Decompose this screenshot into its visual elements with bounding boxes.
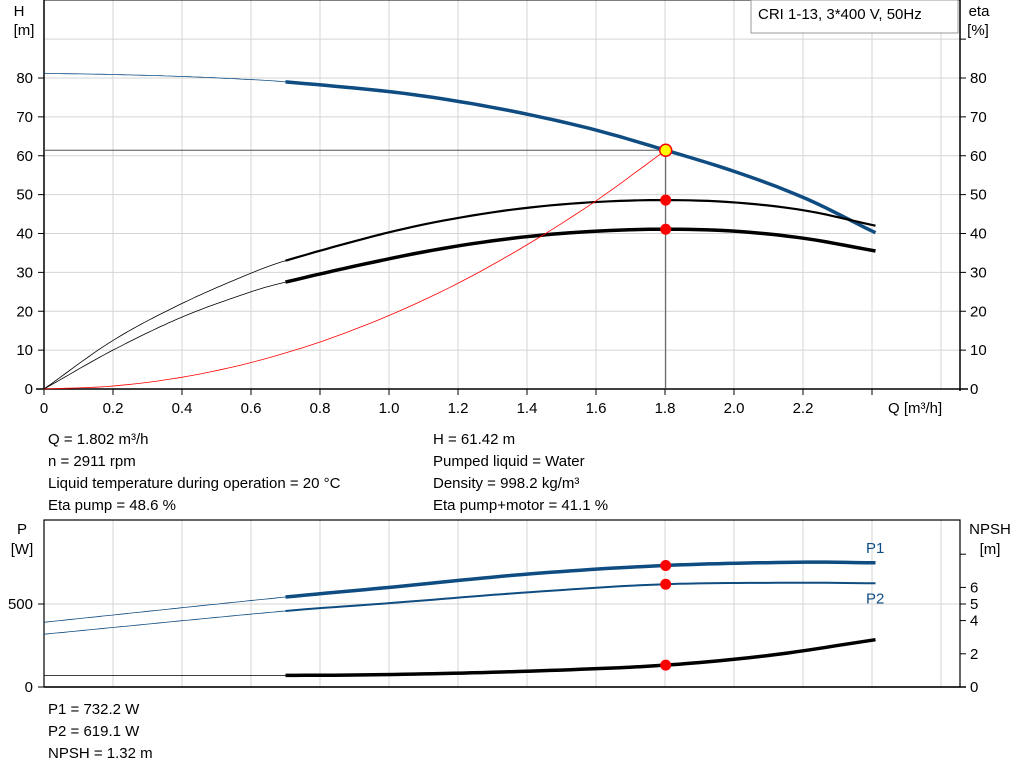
y-tick-label-right: 60 — [970, 148, 987, 165]
y-tick-label-left: 70 — [16, 109, 33, 126]
y-axis-label-left: P — [17, 521, 27, 538]
npsh-marker — [660, 659, 672, 671]
liquid-value: Pumped liquid = Water — [433, 453, 585, 470]
x-tick-label: 0.6 — [241, 400, 262, 417]
eta-pump-motor-marker — [660, 223, 672, 235]
p2-value: P2 = 619.1 W — [48, 723, 140, 740]
y-tick-label-right: 80 — [970, 70, 987, 87]
y-tick-label-right: 40 — [970, 226, 987, 243]
x-tick-label: 1.4 — [517, 400, 538, 417]
y-tick-label-right: 0 — [970, 679, 978, 696]
y-tick-label-right: 2 — [970, 646, 978, 663]
eta-pump-value: Eta pump = 48.6 % — [48, 497, 176, 514]
y-tick-label-right: 4 — [970, 613, 978, 630]
density-value: Density = 998.2 kg/m³ — [433, 475, 580, 492]
operating-info-left: Q = 1.802 m³/h n = 2911 rpm Liquid tempe… — [48, 429, 340, 517]
p2-curve-extrapolated — [43, 610, 286, 635]
y-tick-label-right: 5 — [970, 596, 978, 613]
eta_pump_motor-curve-extrapolated — [43, 281, 286, 390]
y-tick-label-left: 80 — [16, 70, 33, 87]
x-tick-label: 1.6 — [586, 400, 607, 417]
x-tick-label: 1.8 — [655, 400, 676, 417]
power-info: P1 = 732.2 W P2 = 619.1 W NPSH = 1.32 m — [48, 699, 153, 765]
head-curve-extrapolated — [43, 72, 286, 83]
x-tick-label: 0 — [40, 400, 48, 417]
operating-point-marker — [658, 143, 673, 157]
eta_pump-curve — [285, 199, 876, 262]
p1-curve — [285, 560, 876, 599]
temperature-value: Liquid temperature during operation = 20… — [48, 475, 341, 492]
operating-info-right: H = 61.42 m Pumped liquid = Water Densit… — [433, 429, 608, 517]
chart-title: CRI 1-13, 3*400 V, 50Hz — [758, 6, 922, 23]
y-tick-label-left: 30 — [16, 264, 33, 281]
y-tick-label-right: 30 — [970, 264, 987, 281]
eta-pump-marker — [660, 194, 672, 206]
y-axis-label-right: NPSH — [969, 521, 1011, 538]
y-tick-label-left: 50 — [16, 187, 33, 204]
eta_pump_motor-curve — [285, 227, 876, 284]
y-axis-unit-right: [%] — [967, 22, 989, 39]
p1-marker — [660, 559, 672, 571]
x-axis-label: Q [m³/h] — [888, 400, 942, 417]
p1-series-label: P1 — [866, 540, 884, 557]
eta_pump-curve-extrapolated — [43, 260, 286, 390]
y-tick-label-right: 0 — [970, 381, 978, 398]
y-tick-label-left: 0 — [25, 679, 33, 696]
speed-value: n = 2911 rpm — [48, 453, 136, 470]
head-value: H = 61.42 m — [433, 431, 516, 448]
y-tick-label-right: 6 — [970, 579, 978, 596]
y-axis-unit-left: [m] — [14, 22, 35, 39]
eta-pump-motor-value: Eta pump+motor = 41.1 % — [433, 497, 609, 514]
x-tick-label: 0.2 — [103, 400, 124, 417]
y-tick-label-right: 20 — [970, 303, 987, 320]
y-tick-label-left: 0 — [25, 381, 33, 398]
flow-value: Q = 1.802 m³/h — [48, 431, 149, 448]
p2-curve — [285, 581, 876, 612]
x-tick-label: 1.0 — [379, 400, 400, 417]
title-box — [750, 0, 959, 34]
y-tick-label-left: 60 — [16, 148, 33, 165]
y-axis-label-left: H — [14, 3, 25, 20]
x-tick-label: 0.4 — [172, 400, 193, 417]
y-tick-label-right: 50 — [970, 187, 987, 204]
y-axis-unit-left: [W] — [11, 541, 34, 558]
p1-curve-extrapolated — [43, 596, 286, 623]
head-curve — [285, 80, 877, 235]
y-tick-label-left: 500 — [8, 596, 33, 613]
y-axis-label-right: eta — [969, 3, 991, 20]
x-tick-label: 1.2 — [448, 400, 469, 417]
npsh-value: NPSH = 1.32 m — [48, 745, 153, 762]
y-tick-label-right: 10 — [970, 342, 987, 359]
x-tick-label: 2.0 — [724, 400, 745, 417]
p2-series-label: P2 — [866, 590, 884, 607]
y-tick-label-left: 10 — [16, 342, 33, 359]
y-axis-unit-right: [m] — [980, 541, 1001, 558]
y-tick-label-right: 70 — [970, 109, 987, 126]
y-tick-label-left: 20 — [16, 303, 33, 320]
p2-marker — [660, 578, 672, 590]
x-tick-label: 0.8 — [310, 400, 331, 417]
system-curve — [43, 149, 666, 390]
npsh-curve — [285, 637, 876, 678]
y-tick-label-left: 40 — [16, 226, 33, 243]
p1-value: P1 = 732.2 W — [48, 701, 140, 718]
x-tick-label: 2.2 — [793, 400, 814, 417]
